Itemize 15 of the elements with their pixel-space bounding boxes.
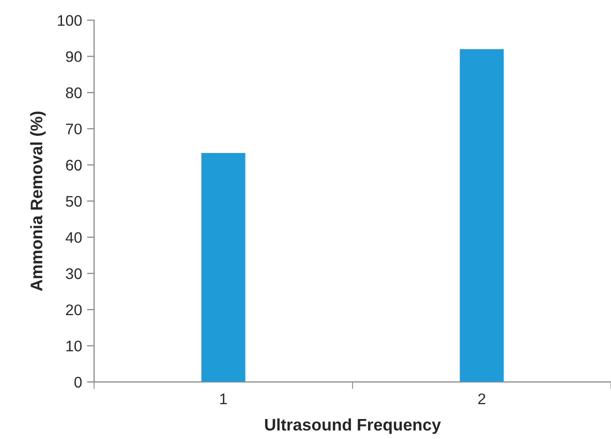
y-tick-label: 30 [66, 268, 82, 280]
y-tick-label: 40 [66, 232, 82, 243]
y-tick-label: 90 [66, 51, 82, 62]
y-tick-label: 0 [74, 376, 82, 388]
y-tick-label: 80 [66, 87, 82, 98]
y-tick-label: 10 [66, 340, 82, 352]
y-tick-label: 70 [66, 124, 82, 134]
x-tick-label: 1 [220, 394, 227, 404]
y-tick-label: 50 [66, 196, 82, 207]
y-tick-label: 60 [66, 160, 82, 171]
y-tick-label: 100 [58, 15, 82, 26]
x-axis-title: Ultrasound Frequency [265, 418, 441, 434]
y-axis-title: Ammonia Removal (%) [30, 112, 46, 291]
x-tick-label: 2 [478, 393, 486, 404]
y-tick-label: 20 [66, 304, 82, 316]
